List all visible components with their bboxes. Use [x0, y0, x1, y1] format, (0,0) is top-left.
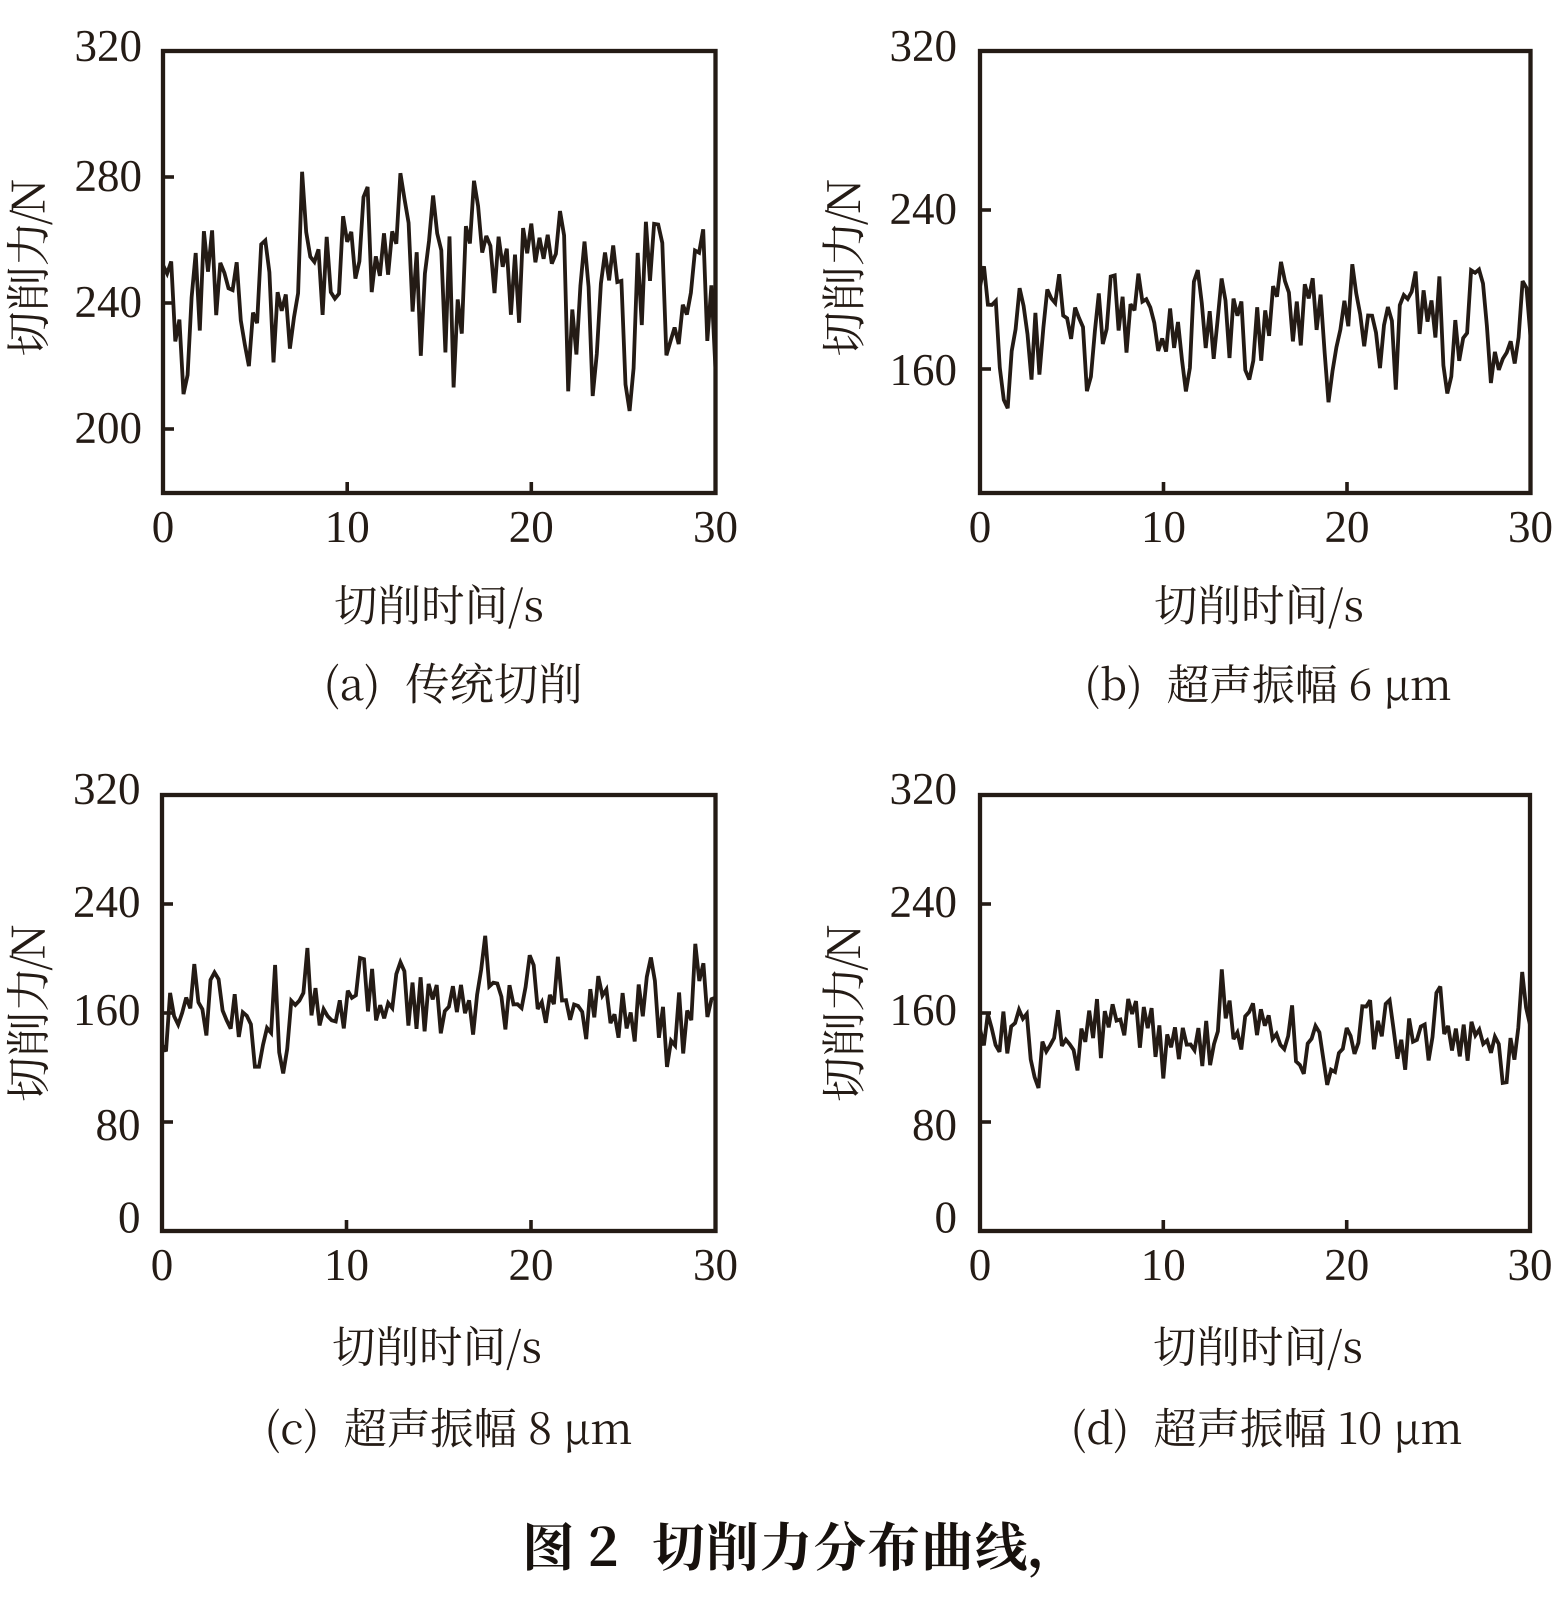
svg-text:320: 320 — [73, 764, 141, 814]
svg-text:30: 30 — [1508, 1240, 1553, 1290]
svg-text:0: 0 — [969, 502, 992, 552]
svg-text:0: 0 — [152, 502, 175, 552]
svg-text:0: 0 — [935, 1192, 958, 1242]
svg-text:30: 30 — [1508, 502, 1553, 552]
svg-text:240: 240 — [890, 877, 958, 927]
svg-text:20: 20 — [1324, 1240, 1369, 1290]
svg-text:20: 20 — [509, 502, 554, 552]
svg-text:0: 0 — [969, 1240, 992, 1290]
svg-text:20: 20 — [1325, 502, 1370, 552]
svg-text:80: 80 — [912, 1100, 957, 1150]
svg-text:20: 20 — [509, 1240, 554, 1290]
svg-text:10: 10 — [1141, 1240, 1186, 1290]
svg-text:80: 80 — [96, 1100, 141, 1150]
svg-text:160: 160 — [73, 985, 141, 1035]
svg-text:240: 240 — [890, 184, 958, 234]
svg-text:240: 240 — [73, 877, 141, 927]
svg-text:30: 30 — [693, 1240, 738, 1290]
svg-text:160: 160 — [890, 345, 958, 395]
svg-text:320: 320 — [75, 21, 143, 71]
svg-text:0: 0 — [151, 1240, 174, 1290]
svg-text:10: 10 — [325, 502, 370, 552]
svg-text:280: 280 — [75, 151, 143, 201]
svg-text:320: 320 — [890, 764, 958, 814]
svg-text:0: 0 — [118, 1192, 141, 1242]
svg-text:10: 10 — [1141, 502, 1186, 552]
svg-text:30: 30 — [693, 502, 738, 552]
svg-text:200: 200 — [75, 403, 143, 453]
svg-text:160: 160 — [890, 985, 958, 1035]
svg-text:240: 240 — [75, 277, 143, 327]
svg-text:320: 320 — [890, 21, 958, 71]
svg-text:10: 10 — [324, 1240, 369, 1290]
